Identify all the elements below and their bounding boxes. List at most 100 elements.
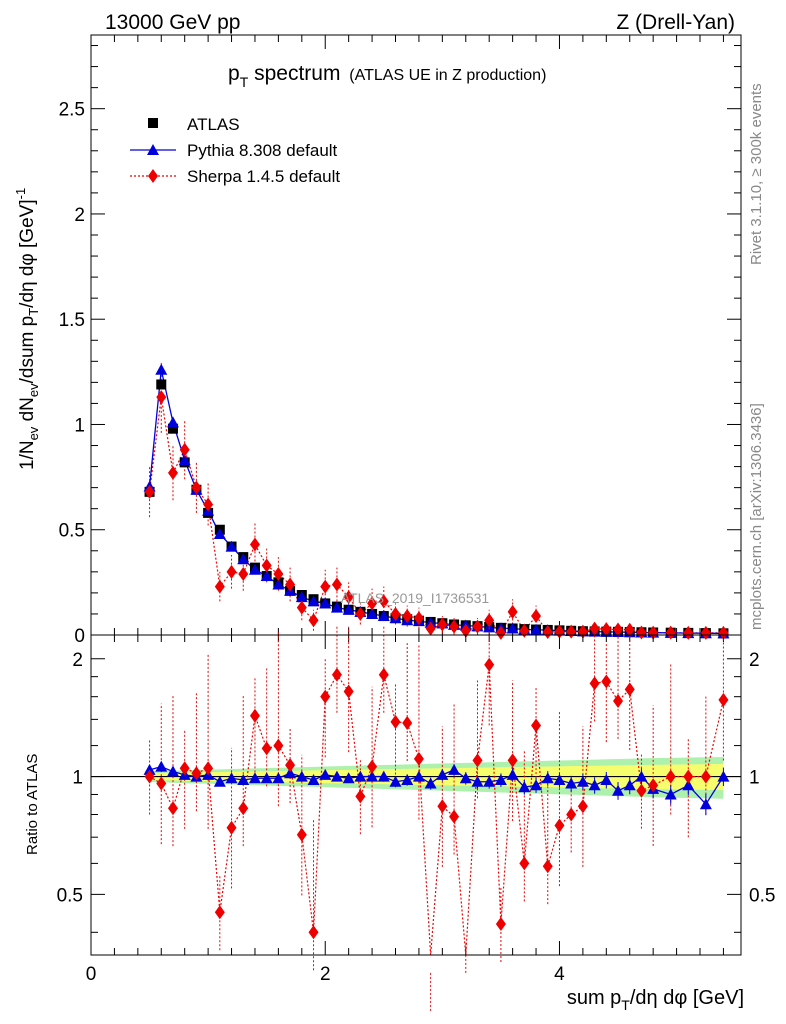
ratio-sherpa-point (449, 809, 460, 824)
ratio-ytick-label: 0.5 (57, 885, 83, 906)
ratio-plot-content: 0 2 4 0.5 0.5 1 1 2 2 (57, 626, 775, 1013)
sherpa-point (331, 577, 342, 592)
main-ytick-label: 2 (74, 205, 85, 226)
ratio-pythia-point (401, 773, 414, 785)
ratio-sherpa-point (191, 766, 202, 781)
atlas-point (156, 379, 167, 390)
pythia-point (295, 591, 308, 603)
main-title-rest: spectrum (248, 62, 340, 85)
side-label-rivet: Rivet 3.1.10, ≥ 300k events (748, 83, 765, 265)
ratio-sherpa-point (472, 753, 483, 768)
ratio-ytick-label: 1 (72, 768, 83, 789)
ratio-sherpa-point (261, 741, 272, 756)
sherpa-point (519, 623, 530, 638)
legend: ATLAS Pythia 8.308 default Sherpa 1.4.5 … (130, 115, 340, 186)
ratio-pythia-point (143, 763, 156, 775)
pythia-point (342, 603, 355, 615)
sherpa-point (296, 600, 307, 615)
ratio-pythia-point (436, 768, 449, 780)
sherpa-point (285, 577, 296, 592)
ratio-sherpa-point (700, 769, 711, 784)
ratio-sherpa-point (589, 676, 600, 691)
ratio-plot-frame (90, 634, 742, 956)
pythia-point (366, 607, 379, 619)
ratio-pythia-point (424, 777, 437, 789)
x-axis-label: sum pT/dη dφ [GeV] (567, 987, 744, 1013)
ratio-pythia-point (541, 772, 554, 784)
legend-label-atlas: ATLAS (187, 115, 240, 134)
sherpa-point (460, 623, 471, 638)
ratio-pythia-point (494, 773, 507, 785)
ratio-sherpa-point (367, 759, 378, 774)
sherpa-point (167, 465, 178, 480)
main-ytick-label: 0.5 (59, 521, 85, 542)
atlas-point (167, 423, 178, 434)
pythia-point (178, 454, 191, 466)
sherpa-point (179, 442, 190, 457)
ratio-pythia-point (213, 775, 226, 787)
ratio-pythia-point (248, 772, 261, 784)
sherpa-point (413, 611, 424, 626)
ratio-sherpa-point (636, 783, 647, 798)
ratio-pythia-point (635, 770, 648, 782)
sherpa-point (449, 619, 460, 634)
ratio-pythia-point (284, 767, 297, 779)
main-ytick-label: 0 (74, 626, 85, 647)
legend-marker-atlas (148, 118, 158, 128)
ratio-pythia-point (506, 768, 519, 780)
ratio-sherpa-point (144, 769, 155, 784)
x-tick-label: 0 (86, 964, 97, 985)
x-tick-label: 2 (320, 964, 331, 985)
ratio-sherpa-point (355, 789, 366, 804)
sherpa-point (320, 579, 331, 594)
main-title-sub: T (240, 74, 249, 90)
sherpa-point (648, 625, 659, 640)
ratio-pythia-point (600, 773, 613, 785)
main-ytick-label: 2.5 (59, 100, 85, 121)
ratio-sherpa-point (495, 917, 506, 932)
sherpa-point (191, 480, 202, 495)
main-title: pT spectrum (ATLAS UE in Z production) (228, 62, 546, 90)
ratio-sherpa-point (273, 738, 284, 753)
ratio-sherpa-point (285, 758, 296, 773)
sherpa-point (390, 606, 401, 621)
ratio-sherpa-point (566, 807, 577, 822)
ratio-y-axis-label: Ratio to ATLAS (24, 754, 41, 855)
sherpa-point (542, 625, 553, 640)
ratio-pythia-point (623, 779, 636, 791)
ratio-pythia-point (553, 773, 566, 785)
sherpa-point (308, 613, 319, 628)
ratio-pythia-point (342, 772, 355, 784)
ratio-pythia-point (530, 779, 543, 791)
pythia-point (225, 540, 238, 552)
ratio-pythia-point (471, 775, 484, 787)
pythia-point (319, 597, 332, 609)
ratio-ytick-label-right: 1 (749, 768, 760, 789)
pythia-point (330, 601, 343, 613)
sherpa-point (273, 566, 284, 581)
sherpa-point (203, 497, 214, 512)
sherpa-point (367, 596, 378, 611)
legend-marker-sherpa (148, 169, 158, 183)
pythia-point (237, 553, 250, 565)
ratio-sherpa-point (296, 827, 307, 842)
main-plot-content: 0 0.5 1 1.5 2 2.5 (59, 35, 741, 647)
ratio-sherpa-point (519, 856, 530, 871)
ratio-sherpa-point (226, 820, 237, 835)
sherpa-point (472, 619, 483, 634)
legend-label-pythia: Pythia 8.308 default (187, 141, 338, 160)
pythia-point (530, 623, 543, 635)
watermark: ATLAS_2019_I1736531 (341, 590, 490, 606)
ratio-pythia-point (518, 781, 531, 793)
sherpa-point (495, 625, 506, 640)
sherpa-point (249, 537, 260, 552)
ratio-pythia-point (295, 770, 308, 782)
ratio-sherpa-point (308, 925, 319, 940)
ratio-pythia-point (588, 779, 601, 791)
ratio-pythia-point (272, 772, 285, 784)
ratio-sherpa-point (601, 674, 612, 689)
ratio-pythia-point (483, 775, 496, 787)
main-y-axis-label: 1/Nev dNev/dsum pT/dη dφ [GeV]-1 (13, 188, 41, 470)
ratio-sherpa-point (203, 761, 214, 776)
